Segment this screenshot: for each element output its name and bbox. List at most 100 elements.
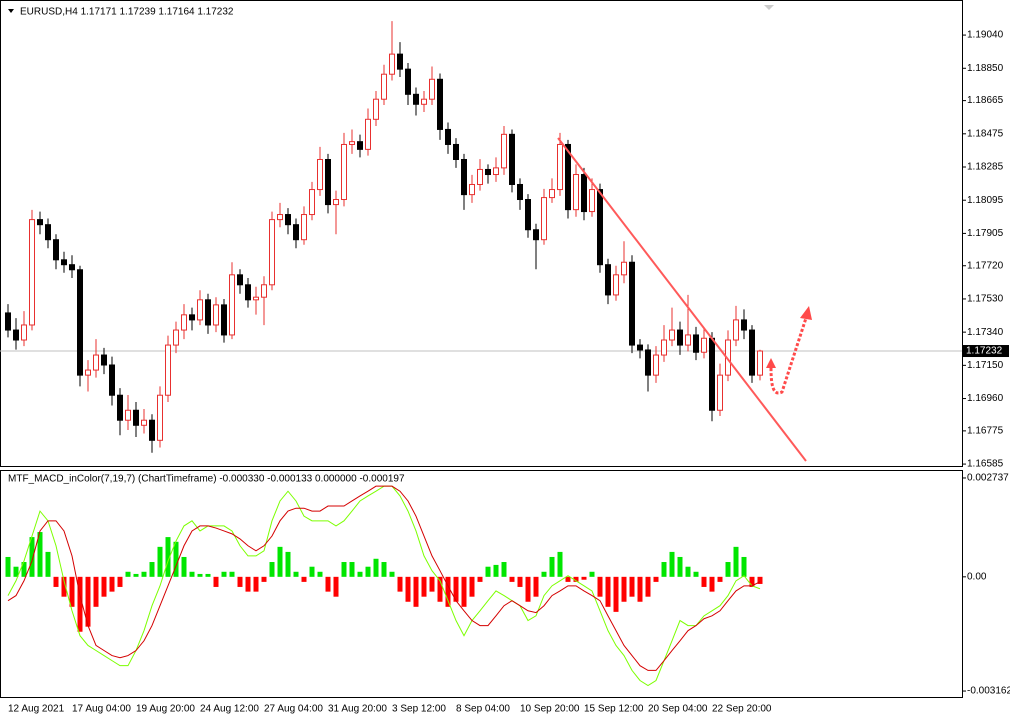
candle-body (653, 354, 659, 376)
candle-body (245, 284, 251, 301)
candle-body (205, 299, 211, 326)
candle-body (733, 319, 739, 341)
candle-body (413, 93, 419, 105)
candle-body (269, 219, 275, 286)
candle-body (629, 261, 635, 346)
histogram-bar (653, 576, 659, 582)
histogram-bar (157, 546, 163, 577)
candle-body (261, 284, 267, 298)
histogram-bar (45, 551, 51, 577)
x-tick-label: 24 Aug 12:00 (200, 704, 259, 715)
candle-body (317, 158, 323, 191)
histogram-bar (229, 571, 235, 577)
histogram-bar (565, 576, 571, 582)
histogram-bar (269, 562, 275, 577)
candle-body (157, 394, 163, 441)
histogram-bar (341, 562, 347, 577)
histogram-bar (701, 576, 707, 587)
histogram-bar (509, 576, 515, 582)
candle-body (229, 274, 235, 336)
candle-body (509, 133, 515, 185)
chart-title: EURUSD,H4 1.17171 1.17239 1.17164 1.1723… (20, 7, 234, 18)
candle-body (541, 197, 547, 241)
histogram-bar (477, 576, 483, 582)
candle-body (13, 329, 19, 341)
histogram-bar (173, 541, 179, 577)
candle-body (109, 364, 115, 396)
candle-body (461, 158, 467, 196)
candle-body (581, 174, 587, 213)
histogram-bar (533, 576, 539, 597)
histogram-bar (13, 566, 19, 577)
histogram-bar (709, 576, 715, 592)
candle-body (189, 314, 195, 321)
histogram-bar (373, 558, 379, 577)
candle-body (117, 394, 123, 421)
drawings (557, 5, 812, 462)
histogram-bar (485, 566, 491, 577)
histogram-bar (581, 576, 587, 580)
candle-body (357, 141, 363, 150)
histogram-bar (85, 576, 91, 627)
current-price-box (963, 345, 1009, 358)
candle-body (421, 98, 427, 105)
histogram-bar (93, 576, 99, 607)
histogram-bar (285, 551, 291, 577)
histogram-bar (637, 576, 643, 602)
candle-body (197, 299, 203, 321)
candle-body (149, 419, 155, 441)
y-tick-label: 1.17340 (967, 327, 1004, 338)
x-tick-label: 20 Sep 04:00 (648, 704, 708, 715)
histogram-bar (589, 571, 595, 577)
candle-body (477, 168, 483, 185)
histogram-bar (293, 571, 299, 577)
histogram-bar (517, 576, 523, 587)
histogram-bar (749, 576, 755, 587)
candle-body (469, 183, 475, 196)
candle-body (349, 141, 355, 145)
candle-body (685, 334, 691, 346)
candle-body (133, 409, 139, 426)
histogram-bar (661, 562, 667, 577)
candle-body (557, 143, 563, 191)
histogram-bar (557, 551, 563, 577)
candle-body (757, 350, 763, 376)
candle-body (709, 337, 715, 411)
histogram-bar (69, 576, 75, 607)
candle-body (93, 354, 99, 371)
histogram-bar (493, 564, 499, 577)
candle-body (45, 224, 51, 241)
candle-body (29, 219, 35, 326)
y-tick-label: 1.16775 (967, 426, 1004, 437)
histogram-bar (365, 566, 371, 577)
histogram-bar (237, 576, 243, 587)
candle-body (381, 73, 387, 100)
candle-body (213, 304, 219, 326)
candle-body (429, 78, 435, 100)
y-tick-label: 1.18095 (967, 195, 1004, 206)
x-tick-label: 10 Sep 20:00 (520, 704, 580, 715)
histogram-bar (429, 576, 435, 592)
candle-body (677, 329, 683, 346)
candle-body (341, 143, 347, 201)
histogram-bar (189, 571, 195, 577)
histogram-bar (317, 571, 323, 577)
candle-body (749, 329, 755, 376)
histogram-bar (645, 576, 651, 597)
y-tick-label: 1.16960 (967, 393, 1004, 404)
candle-body (141, 419, 147, 426)
indicator-line (7, 485, 761, 671)
histogram-bar (261, 576, 267, 582)
candle-body (21, 324, 27, 341)
histogram-bar (389, 571, 395, 577)
histogram-bar (613, 576, 619, 612)
candle-body (453, 143, 459, 160)
candle-body (173, 329, 179, 346)
histogram-bar (437, 576, 443, 602)
histogram-bar (757, 576, 763, 584)
histogram-bar (309, 566, 315, 577)
y-tick-label: 1.16585 (967, 459, 1004, 470)
candle-body (293, 224, 299, 241)
histogram-bar (141, 571, 147, 577)
y-tick-label: 1.17905 (967, 228, 1004, 239)
